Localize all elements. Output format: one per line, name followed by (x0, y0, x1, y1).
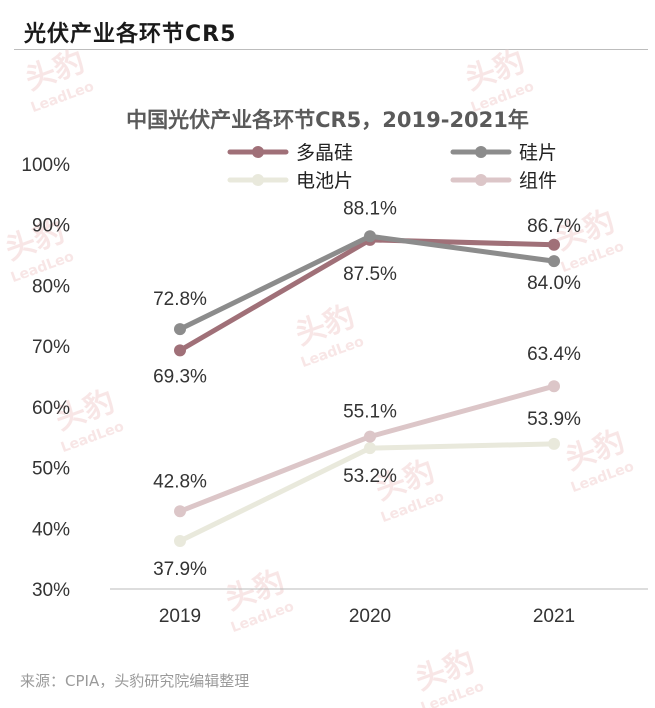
data-label: 69.3% (153, 366, 207, 387)
data-point (174, 323, 186, 336)
legend-marker (475, 174, 487, 186)
y-tick-label: 100% (21, 155, 70, 176)
y-tick-label: 60% (32, 398, 70, 419)
x-axis: 2019 2020 2021 (159, 606, 575, 627)
data-label: 63.4% (527, 344, 581, 365)
x-tick-label: 2019 (159, 606, 201, 627)
data-label: 84.0% (527, 273, 581, 294)
data-label: 72.8% (153, 289, 207, 310)
y-tick-label: 40% (32, 519, 70, 540)
data-label: 53.2% (343, 466, 397, 487)
y-axis: 30% 40% 50% 60% 70% 80% 90% 100% (21, 155, 70, 601)
legend-label: 电池片 (296, 170, 353, 192)
data-point (174, 535, 186, 548)
data-point (364, 442, 376, 455)
legend-label: 组件 (519, 170, 557, 192)
data-point (548, 238, 560, 251)
y-tick-label: 70% (32, 337, 70, 358)
data-point (174, 505, 186, 518)
data-point (548, 380, 560, 393)
data-point (548, 255, 560, 268)
header-divider (14, 49, 648, 50)
legend-marker (475, 146, 487, 158)
series-line (177, 237, 557, 353)
legend-label: 多晶硅 (296, 142, 353, 164)
data-label: 55.1% (343, 402, 397, 423)
page-title: 光伏产业各环节CR5 (24, 22, 237, 47)
series-1 (174, 230, 560, 336)
data-label: 87.5% (343, 264, 397, 285)
y-tick-label: 90% (32, 216, 70, 237)
data-label: 88.1% (343, 198, 397, 219)
data-point (364, 430, 376, 443)
source-note: 来源：CPIA，头豹研究院编辑整理 (20, 672, 250, 690)
legend-marker (252, 174, 264, 186)
legend-marker (252, 146, 264, 158)
y-tick-label: 80% (32, 276, 70, 297)
x-tick-label: 2021 (533, 606, 575, 627)
data-label: 37.9% (153, 559, 207, 580)
series-line (177, 441, 557, 544)
y-tick-label: 30% (32, 580, 70, 601)
data-label: 42.8% (153, 471, 207, 492)
y-tick-label: 50% (32, 459, 70, 480)
series-2 (174, 437, 560, 548)
legend-label: 硅片 (519, 142, 557, 164)
data-label: 86.7% (527, 216, 581, 237)
chart-title: 中国光伏产业各环节CR5，2019-2021年 (126, 108, 529, 132)
data-point (364, 230, 376, 243)
data-labels: 69.3% 87.5% 86.7% 72.8% 88.1% 84.0% 37.9% 53.2%… (153, 198, 581, 580)
series-3 (174, 380, 560, 518)
data-point (174, 344, 186, 357)
data-point (548, 437, 560, 450)
data-label: 53.9% (527, 409, 581, 430)
x-tick-label: 2020 (349, 606, 391, 627)
